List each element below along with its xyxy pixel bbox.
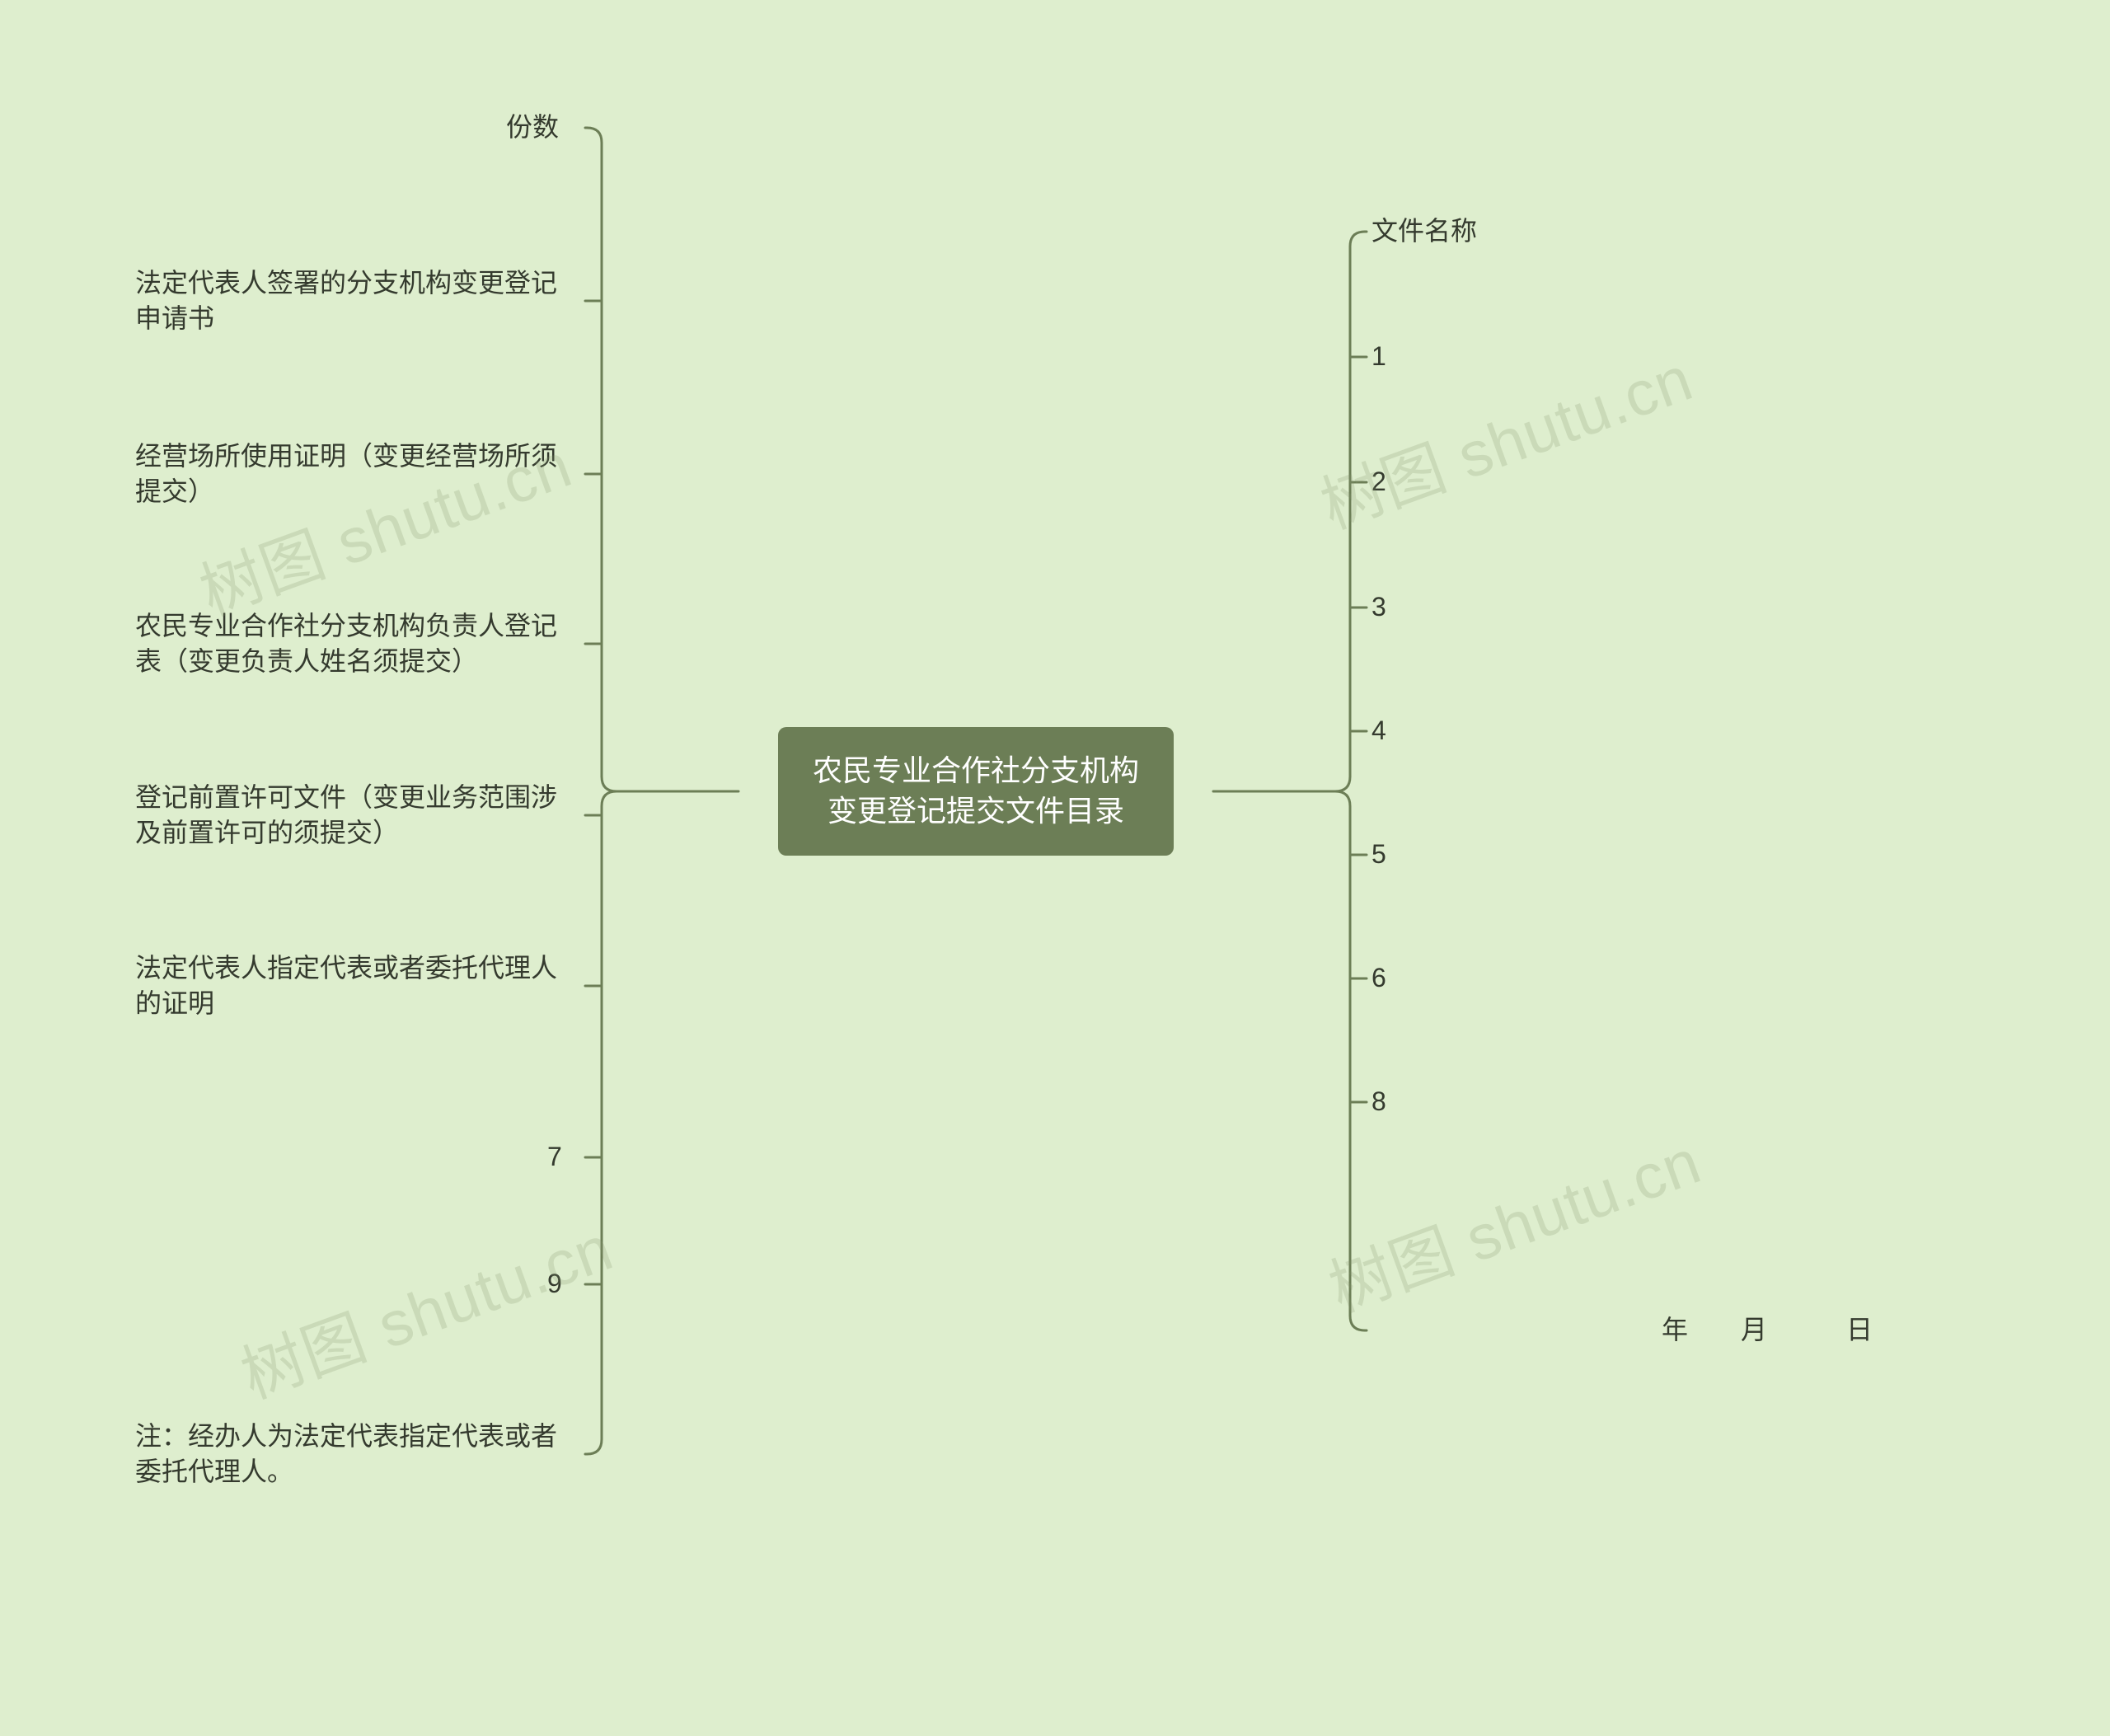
right-node: 6 bbox=[1372, 960, 1404, 996]
right-node: 1 bbox=[1372, 339, 1404, 374]
right-node: 文件名称 bbox=[1372, 213, 1536, 249]
left-node: 9 bbox=[547, 1266, 580, 1302]
left-node: 法定代表人签署的分支机构变更登记申请书 bbox=[135, 265, 580, 336]
left-node: 登记前置许可文件（变更业务范围涉及前置许可的须提交） bbox=[135, 780, 580, 851]
left-node: 农民专业合作社分支机构负责人登记表（变更负责人姓名须提交） bbox=[135, 608, 580, 679]
right-node: 8 bbox=[1372, 1084, 1404, 1119]
right-node: 5 bbox=[1372, 837, 1404, 872]
left-node: 经营场所使用证明（变更经营场所须提交） bbox=[135, 439, 580, 509]
right-node: 3 bbox=[1372, 589, 1404, 625]
center-line1: 农民专业合作社分支机构 bbox=[813, 751, 1139, 791]
left-node: 7 bbox=[547, 1139, 580, 1175]
right-node: 年 月 日 bbox=[1372, 1312, 1981, 1348]
left-node: 法定代表人指定代表或者委托代理人的证明 bbox=[135, 950, 580, 1021]
center-line2: 变更登记提交文件目录 bbox=[813, 791, 1139, 832]
left-node: 注：经办人为法定代表指定代表或者委托代理人。 bbox=[135, 1419, 580, 1490]
right-node: 4 bbox=[1372, 713, 1404, 748]
left-node: 份数 bbox=[506, 110, 580, 145]
mindmap-center: 农民专业合作社分支机构 变更登记提交文件目录 bbox=[778, 727, 1174, 856]
right-node: 2 bbox=[1372, 464, 1404, 500]
